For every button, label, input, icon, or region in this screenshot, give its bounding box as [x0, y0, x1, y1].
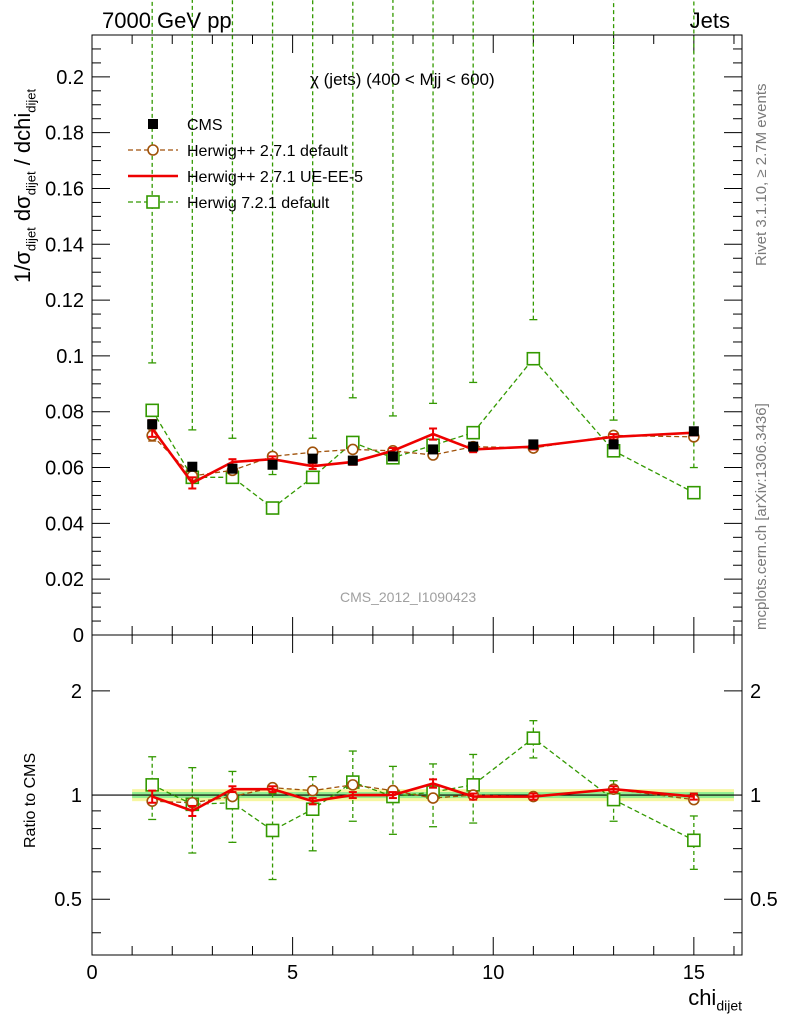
main-herwigpp-default-point [347, 443, 359, 456]
main-y-tick-label: 0.18 [45, 123, 84, 145]
main-cms-point [468, 441, 479, 452]
legend-label-herwigpp_default: Herwig++ 2.7.1 default [187, 143, 349, 160]
main-herwigpp-default-line [151, 434, 694, 477]
main-y-tick-label: 0.1 [56, 346, 84, 368]
ratio-herwig7-point [687, 833, 701, 848]
main-herwig7-point [466, 425, 480, 440]
main-y-tick-label: 0.02 [45, 569, 84, 591]
main-y-tick-label: 0.06 [45, 458, 84, 480]
legend-label-herwig7: Herwig 7.2.1 default [187, 195, 330, 212]
main-y-tick-label: 0.16 [45, 178, 84, 200]
mcplots-label: mcplots.cern.ch [arXiv:1306.3436] [753, 403, 770, 630]
ratio-herwig7-point [606, 792, 621, 807]
main-cms-point [428, 444, 439, 455]
ratio-herwig7-point [466, 778, 480, 792]
ratio-y-tick-label-left: 0.5 [54, 889, 82, 911]
ratio-herwig7-point [145, 778, 159, 792]
ratio-herwig7-point [526, 731, 541, 745]
ratio-herwigpp-default-point [347, 779, 359, 791]
main-herwig7-point [265, 501, 280, 515]
x-tick-label: 15 [683, 962, 705, 984]
main-herwig7-point [305, 470, 320, 485]
legend-herwigpp-default-marker [147, 144, 159, 156]
ratio-y-tick-label-left: 2 [71, 681, 82, 703]
main-y-tick-label: 0.2 [56, 67, 84, 89]
main-cms-point [608, 439, 619, 450]
main-cms-point [147, 419, 158, 430]
main-y-tick-label: 0.14 [45, 234, 84, 256]
ratio-y-tick-label-right: 2 [750, 681, 761, 703]
x-tick-label: 0 [86, 962, 97, 984]
main-cms-point [347, 455, 358, 466]
ratio-herwig7-line [151, 737, 695, 841]
legend-cms-marker [148, 119, 158, 129]
main-herwig7-line [151, 357, 695, 509]
ratio-y-tick-label-left: 1 [71, 785, 82, 807]
legend-label-cms: CMS [187, 117, 223, 134]
ratio-y-tick-label-right: 0.5 [750, 889, 778, 911]
ratio-y-tick-label-right: 1 [750, 785, 761, 807]
ratio-herwig7-point [265, 823, 280, 838]
x-axis-label: chidijet [688, 985, 742, 1014]
legend-label-herwigpp_ueee5: Herwig++ 2.7.1 UE-EE-5 [187, 169, 363, 186]
main-y-axis-label: 1/σdijet dσdijet / dchidijet [10, 88, 39, 283]
main-herwig7-point [526, 351, 541, 366]
x-tick-label: 5 [287, 962, 298, 984]
main-herwig7-point [145, 403, 159, 418]
watermark: CMS_2012_I1090423 [340, 589, 477, 605]
ratio-herwigpp-default-point [306, 784, 319, 797]
rivet-label: Rivet 3.1.10, ≥ 2.7M events [753, 83, 770, 267]
main-cms-point [227, 463, 238, 474]
ratio-herwigpp-default-point [427, 792, 439, 804]
main-cms-point [688, 426, 699, 437]
legend-herwig7-marker [146, 195, 160, 209]
main-cms-point [187, 461, 198, 472]
main-y-tick-label: 0 [73, 625, 84, 647]
x-tick-label: 10 [482, 962, 504, 984]
main-cms-point [387, 451, 398, 462]
main-y-tick-label: 0.08 [45, 402, 84, 424]
main-y-tick-label: 0.04 [45, 513, 84, 535]
main-herwigpp-ueee5-line [151, 427, 694, 485]
ratio-herwigpp-ueee5-line [151, 782, 694, 813]
ratio-herwigpp-default-line [152, 784, 694, 804]
ratio-y-axis-label: Ratio to CMS [22, 752, 39, 848]
main-y-tick-label: 0.12 [45, 290, 84, 312]
chart-title: χ (jets) (400 < Mjj < 600) [310, 70, 495, 89]
main-cms-point [267, 459, 278, 470]
header-left: 7000 GeV pp [102, 8, 232, 33]
main-cms-point [307, 453, 318, 464]
main-herwig7-point [687, 485, 701, 500]
main-cms-point [528, 439, 539, 450]
header-right: Jets [689, 8, 730, 33]
